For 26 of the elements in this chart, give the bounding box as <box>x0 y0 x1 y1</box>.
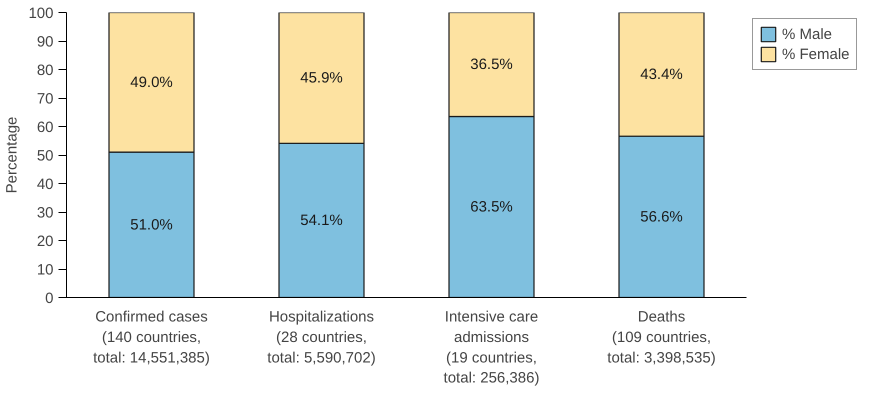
data-label: 56.6% <box>640 208 683 226</box>
legend-label: % Male <box>782 26 832 42</box>
data-label: 49.0% <box>130 74 173 91</box>
y-tick-label: 20 <box>36 233 54 250</box>
data-label: 54.1% <box>300 212 343 229</box>
x-tick-label: Confirmed cases (140 countries, total: 14,551,385) <box>93 308 210 366</box>
y-tick-label: 10 <box>36 262 54 278</box>
y-tick-label: 60 <box>36 119 54 136</box>
y-tick-label: 80 <box>36 62 54 79</box>
y-tick-label: 50 <box>36 148 54 164</box>
x-tick-label: Deaths (109 countries, total: 3,398,535) <box>607 308 716 366</box>
legend-label: % Female <box>782 46 850 62</box>
data-label: 51.0% <box>130 216 173 234</box>
x-tick-label: Intensive care admissions (19 countries, total: 256,386) <box>444 308 540 387</box>
data-label: 36.5% <box>470 56 513 74</box>
y-tick-label: 40 <box>36 176 54 193</box>
y-tick-label: 70 <box>36 90 54 108</box>
x-tick-label: Hospitalizations (28 countries, total: 5,590,702) <box>267 308 376 366</box>
y-axis-title: Percentage <box>3 116 20 194</box>
data-label: 63.5% <box>470 198 513 216</box>
y-tick-label: 100 <box>28 5 54 22</box>
y-tick-label: 30 <box>36 204 54 222</box>
data-label: 43.4% <box>640 66 683 83</box>
y-tick-label: 0 <box>45 290 54 307</box>
y-tick-label: 90 <box>36 34 54 50</box>
data-label: 45.9% <box>300 69 343 86</box>
